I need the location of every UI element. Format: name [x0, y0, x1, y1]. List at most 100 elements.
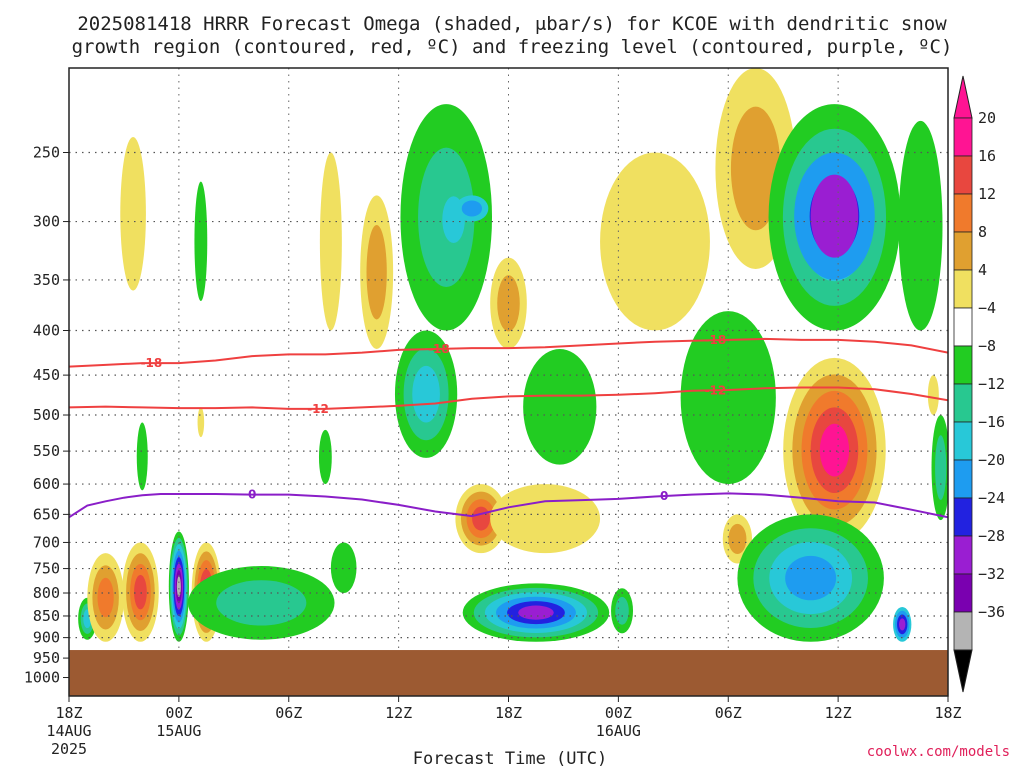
plot-area: -18 -18 -18 -12 -12 0 0	[68, 67, 949, 697]
colorbar-bin-3	[953, 231, 973, 271]
chart-title-line2: growth region (contoured, red, ºC) and f…	[72, 36, 953, 58]
colorbar-label-11: −28	[978, 527, 1005, 545]
colorbar-label-4: 4	[978, 261, 987, 279]
contour-label-freezing-level-0: 0	[248, 488, 256, 502]
colorbar-label-7: −12	[978, 375, 1005, 393]
x-tick-label-30: 00Z	[605, 704, 632, 722]
y-tick-label-850: 850	[33, 607, 60, 625]
omega-region-23-level-1	[615, 596, 629, 625]
colorbar-top-arrow	[953, 75, 973, 119]
omega-region-10-level-0	[318, 429, 332, 485]
y-tick-label-300: 300	[33, 213, 60, 231]
colorbar-bin-4	[953, 269, 973, 309]
colorbar-label-2: 12	[978, 185, 996, 203]
x-tick-label-0: 18Z	[55, 704, 82, 722]
omega-region-18-level-3	[472, 506, 490, 531]
omega-region-26-level-1	[728, 523, 747, 555]
y-tick-label-1000: 1000	[24, 669, 60, 687]
colorbar-bottom-arrow	[953, 649, 973, 693]
colorbar-bin-10	[953, 497, 973, 537]
omega-region-27-level-0	[680, 311, 776, 485]
contour-label-dgz-minus18-2: -18	[705, 333, 727, 347]
omega-region-31-level-4	[819, 423, 850, 477]
colorbar-bin-0	[953, 117, 973, 157]
omega-region-36-level-0	[927, 375, 939, 416]
colorbar: 20 16 12 8 4 −4 −8 −12 −16 −20 −24 −28 −32 −36	[953, 75, 1005, 693]
x-tick-label-36: 06Z	[715, 704, 742, 722]
colorbar-label-1: 16	[978, 147, 996, 165]
ground-below-surface	[69, 650, 948, 696]
colorbar-bin-9	[953, 459, 973, 499]
y-tick-label-500: 500	[33, 406, 60, 424]
x-date-label-30: 16AUG	[596, 722, 641, 740]
x-tick-label-18: 12Z	[385, 704, 412, 722]
y-tick-label-650: 650	[33, 505, 60, 523]
omega-region-17-level-2	[412, 365, 440, 423]
contour-label-dgz-minus18-1: -18	[428, 342, 450, 356]
omega-region-34-level-1	[935, 435, 947, 500]
omega-region-1-level-0	[120, 137, 146, 291]
colorbar-label-8: −16	[978, 413, 1005, 431]
contour-dgz-minus18	[69, 337, 948, 368]
omega-region-8-level-0	[136, 422, 148, 491]
x-axis-label: Forecast Time (UTC)	[413, 749, 607, 768]
colorbar-bin-13	[953, 611, 973, 651]
colorbar-label-3: 8	[978, 223, 987, 241]
y-tick-label-950: 950	[33, 649, 60, 667]
colorbar-label-10: −24	[978, 489, 1005, 507]
x-tick-label-6: 00Z	[165, 704, 192, 722]
colorbar-bin-7	[953, 383, 973, 423]
omega-region-32-level-3	[785, 555, 837, 601]
contour-label-dgz-minus12-0: -12	[307, 402, 329, 416]
y-tick-label-750: 750	[33, 560, 60, 578]
omega-region-2-level-2	[97, 577, 114, 618]
omega-region-22-level-5	[518, 605, 554, 620]
omega-region-16-level-1	[461, 200, 483, 217]
contour-dgz-minus12	[69, 386, 948, 410]
colorbar-bin-6	[953, 345, 973, 385]
omega-region-9-level-0	[197, 407, 205, 438]
omega-region-3-level-3	[134, 574, 147, 610]
omega-region-13-level-0	[330, 542, 357, 594]
contour-label-freezing-level-1: 0	[660, 489, 668, 503]
y-tick-label-900: 900	[33, 629, 60, 647]
y-axis: 250 300 350 400 450 500 550 600 650 700 750 800 850 9…	[24, 144, 69, 687]
y-tick-label-550: 550	[33, 442, 60, 460]
omega-region-11-level-0	[319, 152, 342, 331]
y-tick-label-400: 400	[33, 322, 60, 340]
colorbar-bin-8	[953, 421, 973, 461]
omega-region-21-level-0	[523, 348, 597, 465]
colorbar-bin-11	[953, 535, 973, 575]
colorbar-label-12: −32	[978, 565, 1005, 583]
omega-region-4-level-7	[176, 576, 181, 597]
x-date-label-0: 14AUG	[46, 722, 91, 740]
y-tick-label-350: 350	[33, 271, 60, 289]
omega-region-30-level-0	[810, 174, 859, 258]
colorbar-label-5: −4	[978, 299, 996, 317]
colorbar-label-6: −8	[978, 337, 996, 355]
x-tick-label-24: 18Z	[495, 704, 522, 722]
colorbar-label-13: −36	[978, 603, 1005, 621]
x-tick-label-48: 18Z	[934, 704, 961, 722]
contour-lines: -18 -18 -18 -12 -12 0 0	[69, 333, 948, 519]
y-tick-label-600: 600	[33, 475, 60, 493]
x-year-label-0: 2025	[51, 740, 87, 758]
y-tick-label-700: 700	[33, 533, 60, 551]
colorbar-label-9: −20	[978, 451, 1005, 469]
omega-region-7-level-1	[216, 580, 307, 626]
y-tick-label-250: 250	[33, 144, 60, 162]
x-date-label-6: 15AUG	[156, 722, 201, 740]
colorbar-bin-1	[953, 155, 973, 195]
omega-region-6-level-0	[194, 181, 208, 301]
credit-text: coolwx.com/models	[867, 744, 1010, 760]
grid-lines	[69, 68, 948, 696]
chart-title-line1: 2025081418 HRRR Forecast Omega (shaded, …	[77, 13, 947, 35]
contour-label-dgz-minus12-1: -12	[705, 383, 727, 397]
contour-freezing-level	[69, 492, 948, 519]
y-tick-label-800: 800	[33, 584, 60, 602]
omega-shading	[78, 68, 948, 642]
colorbar-bin-12	[953, 573, 973, 613]
colorbar-label-0: 20	[978, 109, 996, 127]
